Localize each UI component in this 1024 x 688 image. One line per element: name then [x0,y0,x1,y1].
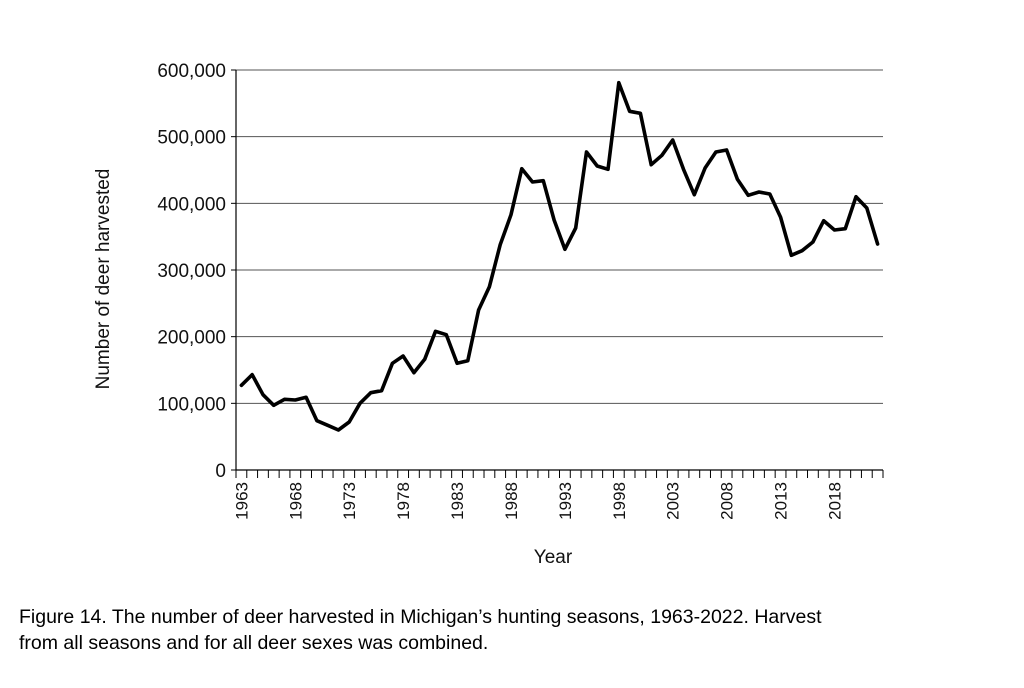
data-point [358,401,362,405]
data-point [498,243,502,247]
x-tick-label: 2008 [718,482,737,520]
data-point [487,285,491,289]
data-point [649,163,653,167]
data-point [800,249,804,253]
x-tick-label: 1968 [286,482,305,520]
data-point [757,190,761,194]
data-point [509,213,513,217]
x-tick-label: 1988 [502,482,521,520]
data-point [390,361,394,365]
gridlines [236,69,883,404]
caption-line-2: from all seasons and for all deer sexes … [19,632,489,654]
data-point [293,398,297,402]
data-point [304,395,308,399]
data-point [336,428,340,432]
data-point [703,166,707,170]
series-line [239,80,880,432]
data-point [638,111,642,115]
y-axis-title: Number of deer harvested [93,169,114,390]
data-point [455,361,459,365]
data-point [401,354,405,358]
caption-line-1: Figure 14. The number of deer harvested … [19,606,822,628]
data-point [832,228,836,232]
x-tick-labels: 1963 1968 1973 1978 1983 1988 1993 1998 2003 2008… [232,482,844,520]
data-point [746,193,750,197]
x-tick-label: 1983 [448,482,467,520]
data-point [283,397,287,401]
data-point [563,247,567,251]
x-tick-label: 2018 [825,482,844,520]
x-tick-label: 2013 [772,482,791,520]
deer-harvest-chart: 0 100,000 200,000 300,000 400,000 500,000 600,… [93,61,884,568]
data-point [272,403,276,407]
x-tick-label: 2003 [664,482,683,520]
data-point [725,148,729,152]
data-point [660,153,664,157]
data-point [541,179,545,183]
axes [231,69,884,478]
data-point [843,227,847,231]
y-tick-labels: 0 100,000 200,000 300,000 400,000 500,000 600,… [157,61,226,482]
data-point [466,359,470,363]
y-tick-label: 0 [215,461,226,482]
data-point [595,164,599,168]
data-point [606,167,610,171]
data-point [250,373,254,377]
data-point [261,393,265,397]
data-point [768,192,772,196]
data-point [433,329,437,333]
data-point [477,308,481,312]
series-layer [239,80,880,432]
y-tick-label: 600,000 [157,61,226,82]
x-tick-label: 1993 [556,482,575,520]
data-point [865,206,869,210]
data-point [412,371,416,375]
data-point [682,167,686,171]
data-point [520,167,524,171]
data-point [380,389,384,393]
y-tick-label: 500,000 [157,128,226,149]
figure-caption: Figure 14. The number of deer harvested … [19,604,999,656]
data-point [628,109,632,113]
data-point [671,138,675,142]
data-point [423,357,427,361]
y-tick-label: 400,000 [157,194,226,215]
y-tick-label: 200,000 [157,328,226,349]
data-point [584,150,588,154]
data-point [315,419,319,423]
data-point [369,391,373,395]
data-point [789,253,793,257]
data-point [854,195,858,199]
data-point [239,383,243,387]
data-point [326,423,330,427]
x-tick-label: 1963 [232,482,251,520]
data-point [779,215,783,219]
y-tick-label: 300,000 [157,261,226,282]
data-point [735,177,739,181]
data-point [714,150,718,154]
data-point [692,193,696,197]
data-point [811,240,815,244]
x-tick-label: 1978 [394,482,413,520]
y-tick-label: 100,000 [157,394,226,415]
x-tick-label: 1998 [610,482,629,520]
data-point [552,218,556,222]
data-point [876,242,880,246]
x-tick-label: 1973 [340,482,359,520]
data-point [822,219,826,223]
data-point [531,180,535,184]
data-point [347,420,351,424]
data-point [444,333,448,337]
data-point [617,81,621,85]
x-axis-title: Year [534,547,573,568]
data-point [574,226,578,230]
